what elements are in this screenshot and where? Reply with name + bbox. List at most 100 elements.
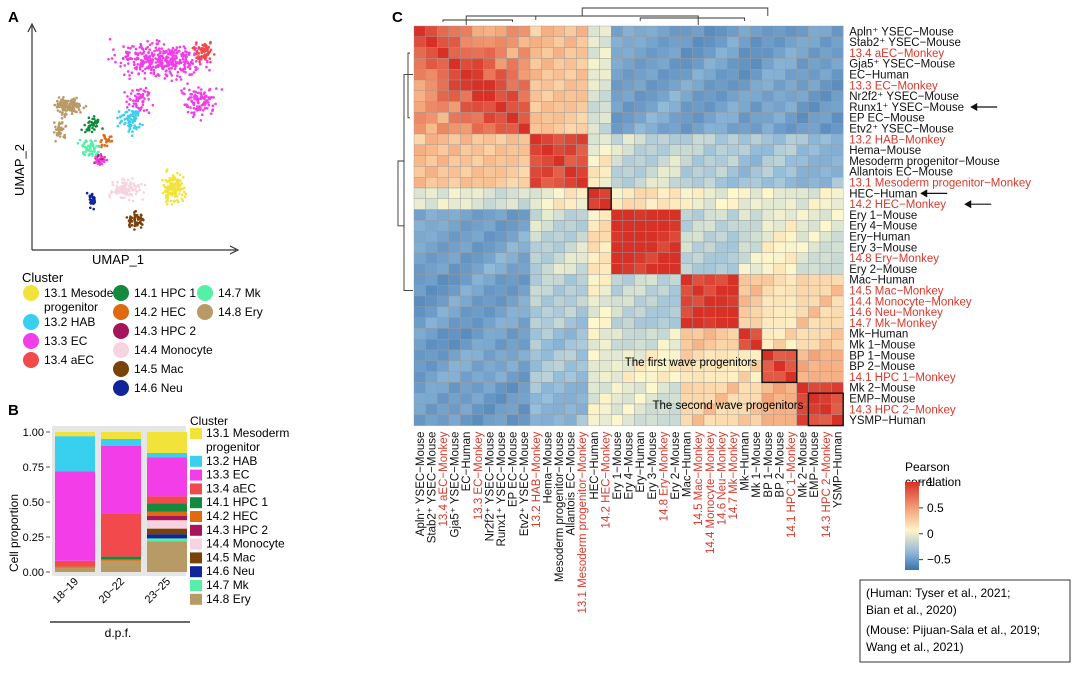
umap-point bbox=[183, 63, 186, 67]
heatmap-cell bbox=[437, 133, 450, 146]
umap-point bbox=[146, 45, 149, 49]
umap-point bbox=[208, 57, 212, 60]
umap-point bbox=[163, 77, 167, 80]
umap-point bbox=[53, 103, 57, 107]
heatmap-cell bbox=[425, 360, 438, 372]
umap-point bbox=[183, 87, 186, 90]
heatmap-cell bbox=[541, 166, 554, 178]
heatmap-cell bbox=[518, 187, 531, 200]
bar-legend-label: 14.3 HPC 2 bbox=[206, 523, 268, 537]
heatmap-cell bbox=[495, 90, 508, 102]
heatmap-cell bbox=[541, 360, 554, 372]
heatmap-cell bbox=[634, 112, 647, 124]
umap-point bbox=[58, 110, 62, 114]
heatmap-cell bbox=[576, 328, 589, 340]
heatmap-cell bbox=[750, 79, 763, 92]
umap-point bbox=[122, 113, 126, 116]
umap-point bbox=[139, 97, 142, 100]
heatmap-cell bbox=[483, 263, 496, 275]
heatmap-cell bbox=[448, 144, 461, 156]
umap-point bbox=[199, 91, 202, 94]
heatmap-column-label: 14.6 Neu−Monkey bbox=[716, 431, 728, 525]
umap-point bbox=[209, 60, 212, 64]
heatmap-cell bbox=[587, 36, 600, 48]
umap-legend-label: 14.2 HEC bbox=[134, 305, 186, 319]
umap-point bbox=[84, 104, 88, 108]
umap-scatter bbox=[53, 37, 224, 231]
heatmap-cell bbox=[437, 79, 450, 92]
umap-point bbox=[130, 57, 134, 61]
heatmap-cell bbox=[692, 230, 705, 243]
heatmap-cell bbox=[448, 58, 461, 70]
heatmap-cell bbox=[611, 122, 624, 135]
heatmap-cell bbox=[541, 176, 554, 189]
umap-point bbox=[212, 96, 215, 99]
heatmap-cell bbox=[715, 274, 728, 286]
heatmap-cell bbox=[564, 155, 577, 167]
bar-segment bbox=[101, 556, 141, 560]
heatmap-cell bbox=[518, 306, 531, 318]
umap-point bbox=[136, 53, 140, 56]
heatmap-cell bbox=[437, 285, 450, 297]
umap-point bbox=[147, 98, 150, 101]
heatmap-cell bbox=[599, 349, 612, 362]
umap-point bbox=[127, 119, 131, 122]
heatmap-cell bbox=[518, 112, 531, 124]
heatmap-cell bbox=[553, 328, 566, 340]
heatmap-cell bbox=[471, 360, 484, 372]
umap-point bbox=[90, 141, 93, 145]
heatmap-cell bbox=[669, 285, 682, 297]
umap-point bbox=[58, 121, 61, 124]
heatmap-cell bbox=[425, 230, 438, 243]
heatmap-cell bbox=[576, 144, 589, 156]
heatmap-cell bbox=[611, 263, 624, 275]
heatmap-cell bbox=[727, 230, 740, 243]
heatmap-cell bbox=[529, 306, 542, 318]
colorbar-title: Pearson correlation bbox=[905, 460, 961, 489]
reference-box-border bbox=[859, 579, 1071, 663]
heatmap-cell bbox=[785, 133, 798, 146]
heatmap-cell bbox=[611, 230, 624, 243]
umap-point bbox=[142, 109, 146, 112]
heatmap-cell bbox=[541, 230, 554, 243]
bar-legend-item: 14.5 Mac bbox=[190, 550, 255, 564]
heatmap-column-label: Hema−Mouse bbox=[542, 432, 554, 504]
heatmap-cell bbox=[808, 47, 821, 59]
bar-x-tick-label: 18~19 bbox=[51, 576, 81, 606]
reference-box: (Human: Tyser et al., 2021; Bian et al.,… bbox=[859, 579, 1071, 663]
heatmap-cell bbox=[599, 414, 612, 426]
umap-point bbox=[129, 181, 132, 184]
umap-point bbox=[131, 45, 134, 48]
heatmap-cell bbox=[715, 68, 728, 81]
heatmap-cell bbox=[808, 101, 821, 113]
heatmap-cell bbox=[564, 371, 577, 383]
heatmap-cell bbox=[831, 58, 844, 70]
heatmap-cell bbox=[785, 155, 798, 167]
heatmap-cell bbox=[727, 317, 740, 329]
heatmap-cell bbox=[831, 187, 844, 200]
umap-legend-label: 14.1 HPC 1 bbox=[134, 286, 196, 300]
heatmap-cell bbox=[437, 220, 450, 232]
heatmap-cell bbox=[761, 317, 774, 329]
heatmap-cell bbox=[622, 90, 635, 102]
heatmap-cell bbox=[773, 263, 786, 275]
heatmap-cell bbox=[506, 414, 519, 426]
umap-point bbox=[91, 201, 95, 204]
heatmap-row-label: Apln⁺ YSEC−Mouse bbox=[849, 26, 954, 38]
heatmap-cell bbox=[564, 274, 577, 286]
heatmap-cell bbox=[611, 187, 624, 200]
umap-point bbox=[91, 117, 94, 121]
heatmap-cell bbox=[692, 241, 705, 254]
heatmap-row-label: Mac−Human bbox=[849, 275, 915, 287]
umap-point bbox=[87, 144, 90, 148]
heatmap-cell bbox=[611, 133, 624, 146]
heatmap-cell bbox=[819, 144, 832, 156]
heatmap-cell bbox=[750, 155, 763, 167]
dendrogram-branch bbox=[407, 52, 410, 119]
umap-point bbox=[93, 148, 96, 151]
heatmap-cell bbox=[761, 90, 774, 102]
heatmap-cell bbox=[692, 285, 705, 297]
heatmap-cell bbox=[587, 101, 600, 113]
umap-point bbox=[105, 144, 109, 148]
heatmap-cell bbox=[819, 252, 832, 264]
